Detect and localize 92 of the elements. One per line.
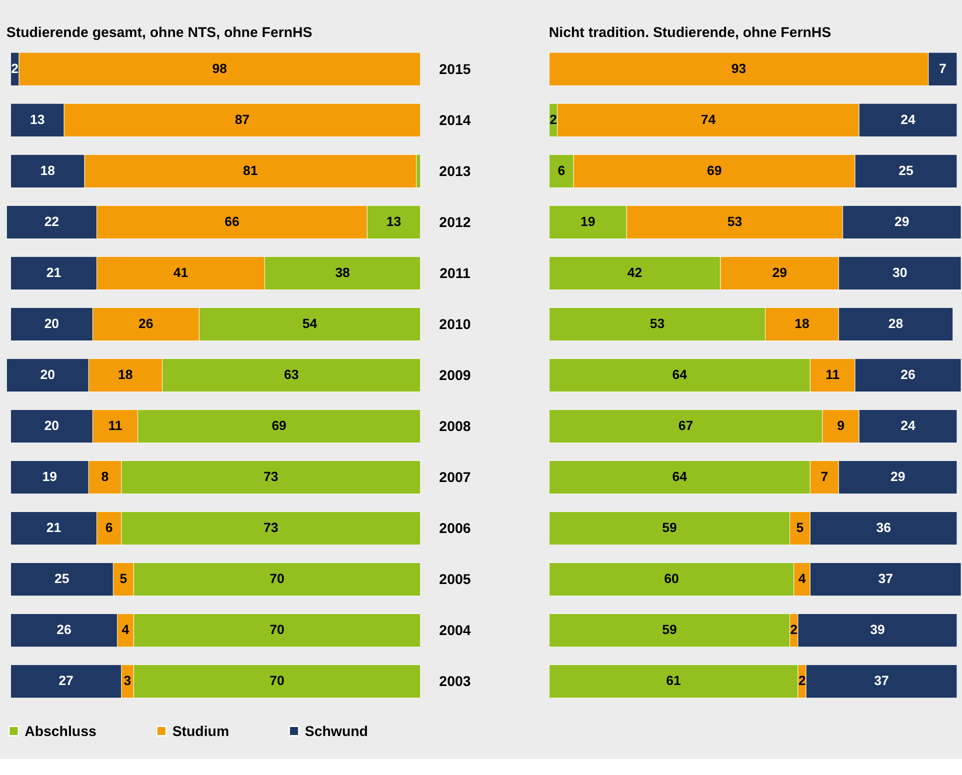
data-label: 9 <box>837 418 844 434</box>
data-label: 19 <box>580 214 596 229</box>
data-label: 11 <box>826 367 840 382</box>
data-label: 38 <box>335 264 350 280</box>
y-tick-label: 2015 <box>439 62 471 78</box>
data-label: 2 <box>11 60 19 76</box>
data-label: 74 <box>700 112 716 127</box>
y-tick-label: 2009 <box>439 368 471 384</box>
data-label: 70 <box>270 571 284 586</box>
data-label: 53 <box>650 316 665 332</box>
data-label: 81 <box>243 162 258 178</box>
data-label: 27 <box>58 673 74 688</box>
data-label: 70 <box>270 622 284 638</box>
data-label: 70 <box>270 673 284 688</box>
data-label: 29 <box>772 264 787 280</box>
data-label: 13 <box>386 214 402 229</box>
data-label: 26 <box>900 367 916 382</box>
data-label: 6 <box>558 162 566 178</box>
data-label: 18 <box>40 162 55 178</box>
data-label: 20 <box>40 367 55 382</box>
data-label: 28 <box>888 316 904 332</box>
y-tick-label: 2011 <box>440 266 470 282</box>
data-label: 41 <box>173 264 188 280</box>
data-label: 20 <box>44 316 60 332</box>
data-label: 21 <box>46 520 62 536</box>
data-label: 42 <box>627 264 642 280</box>
data-label: 8 <box>101 469 109 484</box>
data-label: 4 <box>122 622 130 638</box>
data-label: 25 <box>898 162 914 178</box>
data-label: 36 <box>876 520 891 536</box>
data-label: 67 <box>678 418 694 434</box>
y-tick-label: 2012 <box>439 214 471 231</box>
y-tick-label: 2005 <box>439 572 471 588</box>
data-label: 24 <box>900 112 916 127</box>
data-label: 7 <box>939 60 946 76</box>
data-label: 73 <box>263 520 278 536</box>
data-label: 18 <box>794 316 810 332</box>
chart-title: Studierende gesamt, ohne NTS, ohne FernHS <box>6 25 312 42</box>
data-label: 19 <box>42 469 58 484</box>
data-label: 64 <box>672 367 688 382</box>
data-label: 37 <box>878 571 893 586</box>
data-label: 93 <box>731 60 746 76</box>
data-label: 5 <box>796 520 804 536</box>
data-label: 59 <box>662 622 677 638</box>
chart-title: Nicht tradition. Studierende, ohne FernHS <box>548 25 832 42</box>
data-label: 54 <box>302 316 318 332</box>
data-label: 39 <box>870 622 885 638</box>
data-label: 73 <box>263 469 278 484</box>
data-label: 2 <box>790 622 798 638</box>
data-label: 20 <box>44 418 60 434</box>
data-label: 37 <box>874 673 889 688</box>
data-label: 60 <box>664 571 679 586</box>
data-label: 26 <box>56 622 72 638</box>
data-label: 30 <box>892 264 908 280</box>
data-label: 11 <box>108 418 122 434</box>
data-label: 59 <box>662 520 677 536</box>
data-label: 29 <box>894 214 910 229</box>
data-label: 6 <box>105 520 113 536</box>
y-tick-label: 2013 <box>439 164 471 180</box>
data-label: 5 <box>120 571 128 586</box>
data-label: 22 <box>44 214 60 229</box>
data-label: 18 <box>118 367 133 382</box>
legend-label: Schwund <box>304 724 368 740</box>
data-label: 53 <box>727 214 742 229</box>
data-label: 24 <box>900 418 916 434</box>
y-tick-label: 2014 <box>439 112 471 129</box>
data-label: 25 <box>54 571 70 586</box>
data-label: 69 <box>706 162 722 178</box>
data-label: 13 <box>30 112 45 127</box>
data-label: 26 <box>138 316 154 332</box>
data-label: 63 <box>284 367 299 382</box>
data-label: 87 <box>234 112 250 127</box>
y-tick-label: 2008 <box>439 418 471 435</box>
data-label: 61 <box>666 673 681 688</box>
data-label: 69 <box>272 418 286 434</box>
y-tick-label: 2004 <box>439 623 471 640</box>
data-label: 64 <box>672 469 688 484</box>
y-tick-label: 2007 <box>439 470 471 486</box>
y-tick-label: 2006 <box>439 521 471 538</box>
data-label: 4 <box>798 571 806 586</box>
legend-label: Studium <box>172 724 230 740</box>
data-label: 98 <box>212 60 228 76</box>
data-label: 66 <box>224 214 240 229</box>
data-label: 7 <box>820 469 828 484</box>
data-label: 2 <box>798 673 806 688</box>
data-label: 21 <box>46 264 62 280</box>
y-tick-label: 2003 <box>439 674 471 690</box>
y-tick-label: 2010 <box>439 316 471 333</box>
data-label: 3 <box>124 673 132 688</box>
data-label: 2 <box>550 112 557 127</box>
legend-label: Abschluss <box>24 724 96 740</box>
data-label: 29 <box>890 469 906 484</box>
